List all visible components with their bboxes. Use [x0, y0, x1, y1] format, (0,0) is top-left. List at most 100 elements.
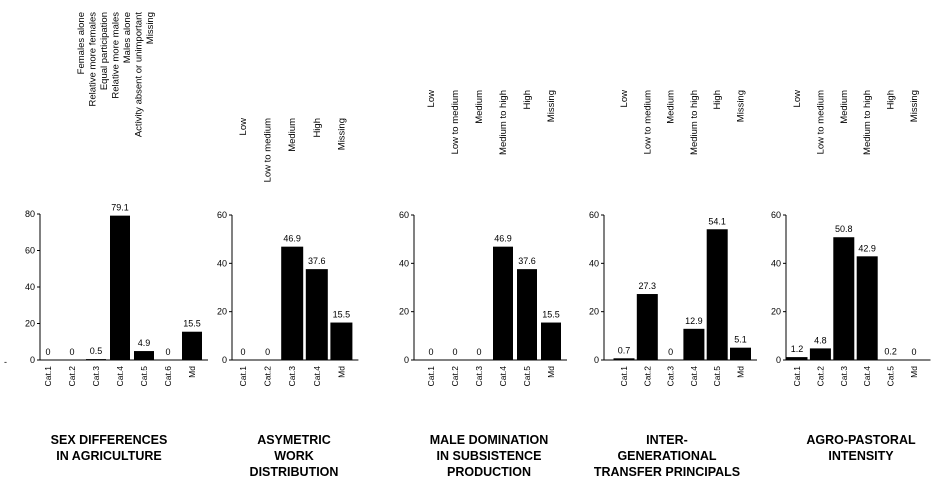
x-tick-label: Cat.4: [689, 366, 699, 387]
data-label: 0: [69, 347, 74, 357]
bar: [110, 215, 130, 360]
legend-label: Medium to high: [689, 90, 700, 155]
y-tick-label: 60: [217, 210, 227, 220]
y-tick-label: 60: [589, 210, 599, 220]
data-label: 0.2: [884, 347, 897, 357]
x-tick-label: Cat.3: [91, 366, 101, 387]
x-tick-label: Md: [909, 366, 919, 378]
chart-panel-3: 0 20 40 60 0 Cat.1 0 Cat.2 0 Cat.3 46.9 Cat.4 37.6 Ca…: [399, 90, 567, 479]
bar: [281, 246, 304, 360]
data-label: 5.1: [734, 335, 747, 345]
data-label: 37.6: [308, 256, 326, 266]
bar: [182, 331, 202, 360]
chart-title: AGRO-PASTORAL: [806, 433, 916, 447]
chart-panel-4: 0 20 40 60 0.7 Cat.1 27.3 Cat.2 0 Cat.3 12.9 Cat.4 5…: [589, 90, 757, 479]
y-tick-label: 40: [589, 258, 599, 268]
x-tick-label: Cat.4: [862, 366, 872, 387]
bar: [86, 359, 106, 360]
x-tick-label: Cat.1: [619, 366, 629, 387]
legend-label: Low to medium: [450, 90, 461, 155]
data-label: 12.9: [685, 316, 703, 326]
y-tick-label: 0: [404, 355, 409, 365]
legend-label: Relative more males: [111, 12, 122, 99]
data-label: 15.5: [542, 310, 560, 320]
x-tick-label: Cat.1: [43, 366, 53, 387]
data-label: 0: [265, 347, 270, 357]
legend-label: Missing: [546, 90, 557, 122]
x-tick-label: Cat.1: [792, 366, 802, 387]
x-tick-label: Cat.2: [67, 366, 77, 387]
data-label: 4.8: [814, 335, 827, 345]
data-label: 0.7: [618, 345, 631, 355]
chart-panel-2: 0 20 40 60 0 Cat.1 0 Cat.2 46.9 Cat.3 37.6 Cat.4 15.…: [217, 118, 359, 479]
bar: [636, 294, 658, 360]
x-tick-label: Md: [736, 366, 746, 378]
bar: [833, 237, 855, 360]
y-tick-label: 0: [222, 355, 227, 365]
bar: [493, 246, 513, 360]
legend-label: Low: [238, 118, 249, 136]
chart-panel-1: 0 20 40 60 80 0 Cat.1 0 Cat.2 0.5 Cat.3 79.1 Cat.4 4.…: [4, 12, 208, 463]
y-tick-label: 80: [25, 209, 35, 219]
y-tick-label: 20: [399, 307, 409, 317]
legend-label: Activity absent or unimportant: [134, 12, 145, 138]
bar: [541, 322, 561, 360]
axis-dash-mark: -: [4, 357, 7, 367]
bar: [856, 256, 878, 360]
y-tick-label: 0: [776, 355, 781, 365]
legend-label: Missing: [909, 90, 920, 122]
data-label: 46.9: [283, 234, 301, 244]
x-tick-label: Cat.3: [839, 366, 849, 387]
data-label: 37.6: [518, 256, 536, 266]
bar: [517, 269, 537, 360]
bar: [305, 269, 328, 360]
legend-label: Males alone: [122, 12, 133, 63]
legend-label: High: [712, 90, 723, 110]
bar: [809, 348, 831, 360]
x-tick-label: Cat.3: [287, 366, 297, 387]
x-tick-label: Cat.5: [712, 366, 722, 387]
data-label: 0: [240, 347, 245, 357]
x-tick-label: Cat.5: [886, 366, 896, 387]
data-label: 0: [165, 347, 170, 357]
x-tick-label: Cat.1: [426, 366, 436, 387]
x-tick-label: Md: [187, 366, 197, 378]
legend-label: Medium to high: [498, 90, 509, 155]
y-tick-label: 60: [399, 210, 409, 220]
x-tick-label: Cat.5: [522, 366, 532, 387]
data-label: 0: [911, 347, 916, 357]
legend-label: Equal participation: [99, 12, 110, 90]
legend-label: Missing: [736, 90, 747, 122]
legend-label: Low to medium: [642, 90, 653, 155]
data-label: 0.5: [90, 346, 103, 356]
data-label: 54.1: [708, 216, 726, 226]
data-label: 0: [428, 347, 433, 357]
data-label: 0: [452, 347, 457, 357]
x-tick-label: Cat.4: [115, 366, 125, 387]
y-tick-label: 20: [25, 319, 35, 329]
y-tick-label: 40: [217, 258, 227, 268]
legend-label: High: [886, 90, 897, 110]
legend-label: Low to medium: [815, 90, 826, 155]
chart-title: INTER-: [646, 433, 688, 447]
legend-label: Missing: [145, 12, 156, 44]
data-label: 1.2: [791, 344, 804, 354]
chart-title: SEX DIFFERENCES: [51, 433, 168, 447]
legend-label: Females alone: [76, 12, 87, 74]
chart-title: IN AGRICULTURE: [56, 449, 162, 463]
x-tick-label: Cat.2: [815, 366, 825, 387]
bar: [730, 347, 751, 360]
legend-label: Low to medium: [263, 118, 274, 183]
legend-label: High: [522, 90, 533, 110]
data-label: 0: [476, 347, 481, 357]
bar: [134, 351, 154, 360]
chart-title: ASYMETRIC: [257, 433, 331, 447]
chart-title: IN SUBSISTENCE: [437, 449, 542, 463]
y-tick-label: 40: [399, 258, 409, 268]
x-tick-label: Cat.5: [139, 366, 149, 387]
data-label: 50.8: [835, 224, 853, 234]
legend-label: Medium to high: [862, 90, 873, 155]
y-tick-label: 40: [771, 258, 781, 268]
legend-label: Medium: [287, 118, 298, 152]
x-tick-label: Cat.1: [238, 366, 248, 387]
